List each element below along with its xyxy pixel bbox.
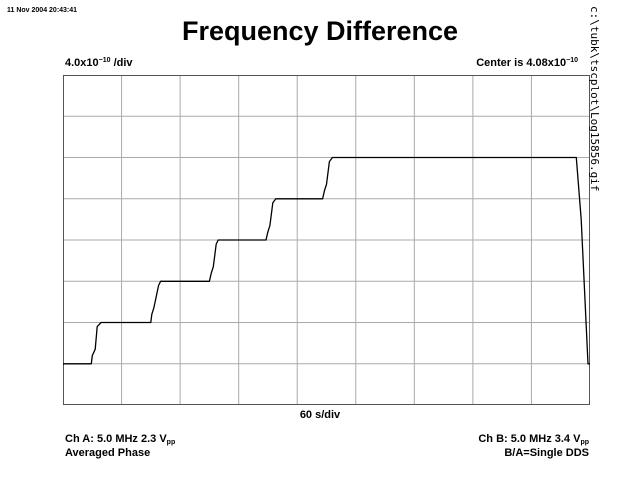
center-value-exponent: −10 xyxy=(566,57,578,64)
channel-a-unit-sub: pp xyxy=(166,439,176,446)
y-scale-exponent: −10 xyxy=(98,57,111,64)
file-path-label: c:\tubk\tscplot\Log15856.gif xyxy=(588,6,601,192)
x-axis-label: 60 s/div xyxy=(299,409,341,421)
y-scale-suffix: /div xyxy=(110,57,133,69)
center-value-label: Center is 4.08x10−10 xyxy=(476,57,578,69)
series-line-1 xyxy=(63,156,590,365)
channel-b-settings: Ch B: 5.0 MHz 3.4 V xyxy=(478,433,581,445)
channel-a-mode: Averaged Phase xyxy=(65,447,151,459)
y-scale-mantissa: 4.0x10 xyxy=(65,57,99,69)
chart-plot-area xyxy=(63,75,590,405)
chart-title: Frequency Difference xyxy=(181,16,459,46)
y-scale-label: 4.0x10−10 /div xyxy=(65,57,133,69)
channel-a-settings: Ch A: 5.0 MHz 2.3 V xyxy=(65,433,167,445)
channel-b-info: Ch B: 5.0 MHz 3.4 Vpp xyxy=(478,433,589,446)
channel-b-unit-sub: pp xyxy=(580,439,589,446)
timestamp: 11 Nov 2004 20:43:41 xyxy=(7,7,78,14)
center-value-prefix: Center is 4.08x10 xyxy=(476,57,567,69)
channel-a-info: Ch A: 5.0 MHz 2.3 Vpp xyxy=(65,433,175,446)
channel-b-mode: B/A=Single DDS xyxy=(504,447,589,459)
plot-frame xyxy=(63,75,590,405)
